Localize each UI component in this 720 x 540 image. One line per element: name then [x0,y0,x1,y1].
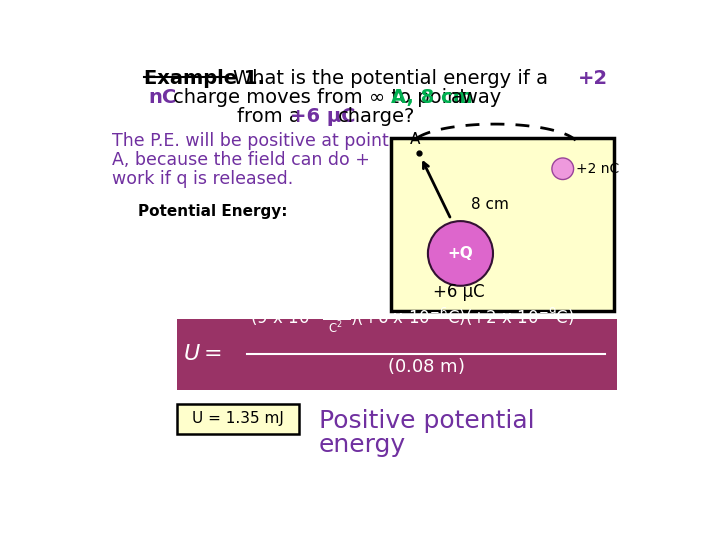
Text: +6 μC: +6 μC [290,107,356,126]
Bar [177,403,300,434]
Text: charge?: charge? [338,107,415,126]
Text: +6 μC: +6 μC [433,283,485,301]
Text: nC: nC [148,88,176,107]
Text: $U =$: $U =$ [183,345,222,364]
Text: A, because the field can do +: A, because the field can do + [112,151,369,168]
Text: energy: energy [319,433,406,457]
Bar [391,138,614,311]
Text: work if q is released.: work if q is released. [112,170,293,188]
Text: $(9\ \mathregular{x}\ 10^{9}\ \frac{\mathregular{Nm}^2}{\mathregular{C}^2})(+6\ : $(9\ \mathregular{x}\ 10^{9}\ \frac{\mat… [251,303,575,336]
Text: What is the potential energy if a: What is the potential energy if a [233,69,548,88]
Text: 8 cm: 8 cm [471,198,508,212]
Text: The P.E. will be positive at point: The P.E. will be positive at point [112,132,389,150]
Text: Positive potential: Positive potential [319,409,534,433]
Text: U = 1.35 mJ: U = 1.35 mJ [192,411,284,427]
Text: $(0.08\ \mathregular{m})$: $(0.08\ \mathregular{m})$ [387,356,465,376]
Text: Example 1.: Example 1. [144,69,265,88]
Text: A: A [410,132,420,147]
Text: +2 nC: +2 nC [576,162,619,176]
Text: +2: +2 [578,69,608,88]
Text: from a: from a [238,107,301,126]
Text: away: away [451,88,503,107]
Text: Potential Energy:: Potential Energy: [138,204,287,219]
Circle shape [552,158,574,179]
Bar [177,319,617,390]
Circle shape [428,221,493,286]
Text: A, 8 cm: A, 8 cm [391,88,472,107]
Text: charge moves from ∞ to point: charge moves from ∞ to point [173,88,467,107]
Text: +Q: +Q [448,246,473,261]
